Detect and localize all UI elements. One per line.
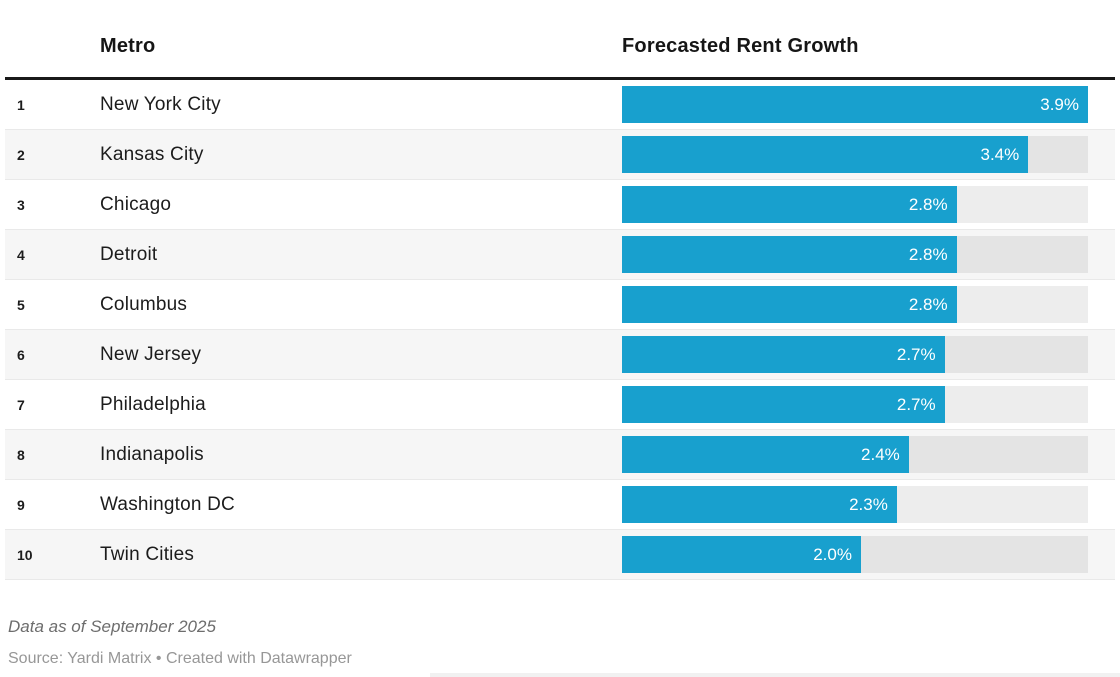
row-rank: 9: [17, 496, 25, 513]
bottom-edge-strip: [430, 673, 1120, 677]
row-rank: 4: [17, 246, 25, 263]
row-metro: Washington DC: [100, 493, 235, 515]
row-bar-cell: 2.8%: [622, 286, 1088, 323]
row-bar-cell: 3.9%: [622, 86, 1088, 123]
table-row: 1 New York City 3.9%: [5, 80, 1115, 130]
bar-track: 2.7%: [622, 386, 1088, 423]
bar-track: 2.8%: [622, 286, 1088, 323]
row-metro: Philadelphia: [100, 393, 206, 415]
row-bar-cell: 2.0%: [622, 536, 1088, 573]
bar: 3.4%: [622, 136, 1029, 173]
bar: 2.8%: [622, 286, 957, 323]
notes-line: Data as of September 2025: [8, 617, 216, 636]
row-metro: Columbus: [100, 293, 188, 315]
header-divider-rule: [5, 77, 1115, 80]
bar-value-label: 2.8%: [908, 194, 948, 214]
bar-track: 2.3%: [622, 486, 1088, 523]
source-line: Source: Yardi Matrix • Created with Data…: [8, 650, 352, 667]
row-rank: 8: [17, 446, 25, 463]
row-metro: Twin Cities: [100, 543, 195, 565]
table-row: 8 Indianapolis 2.4%: [5, 430, 1115, 480]
bar-value-label: 2.3%: [849, 494, 888, 514]
bar-track: 2.4%: [622, 436, 1088, 473]
table-row: 10 Twin Cities 2.0%: [5, 530, 1115, 580]
bar-value-label: 2.8%: [908, 294, 948, 314]
row-bar-cell: 2.3%: [622, 486, 1088, 523]
bar-value-label: 2.4%: [861, 444, 900, 464]
bar-value-label: 2.8%: [908, 244, 948, 264]
row-rank: 10: [17, 546, 33, 563]
bar: 2.7%: [622, 386, 945, 423]
row-bar-cell: 2.8%: [622, 186, 1088, 223]
header-forecasted-rent-growth: Forecasted Rent Growth: [622, 35, 859, 57]
row-bar-cell: 2.4%: [622, 436, 1088, 473]
bar-track: 3.4%: [622, 136, 1088, 173]
bar-track: 3.9%: [622, 86, 1088, 123]
header-metro: Metro: [100, 35, 156, 57]
row-rank: 6: [17, 346, 25, 363]
bar-value-label: 3.4%: [980, 144, 1020, 164]
bar-value-label: 3.9%: [1040, 94, 1079, 114]
row-metro: New York City: [100, 93, 221, 115]
row-bar-cell: 2.7%: [622, 386, 1088, 423]
chart-footer: Data as of September 2025 Source: Yardi …: [0, 580, 1120, 668]
row-metro: Detroit: [100, 243, 158, 265]
bar-track: 2.7%: [622, 336, 1088, 373]
row-metro: Kansas City: [100, 143, 204, 165]
table-row: 4 Detroit 2.8%: [5, 230, 1115, 280]
bar-value-label: 2.0%: [813, 544, 852, 564]
table-row: 6 New Jersey 2.7%: [5, 330, 1115, 380]
row-bar-cell: 2.7%: [622, 336, 1088, 373]
bar: 2.8%: [622, 236, 957, 273]
table-row: 5 Columbus 2.8%: [5, 280, 1115, 330]
bar: 2.7%: [622, 336, 945, 373]
table-row: 2 Kansas City 3.4%: [5, 130, 1115, 180]
bar-value-label: 2.7%: [896, 344, 936, 364]
row-metro: Chicago: [100, 193, 172, 215]
row-rank: 2: [17, 146, 25, 163]
bar: 3.9%: [622, 86, 1088, 123]
bar: 2.4%: [622, 436, 909, 473]
row-metro: New Jersey: [100, 343, 202, 365]
table-row: 9 Washington DC 2.3%: [5, 480, 1115, 530]
row-rank: 7: [17, 396, 25, 413]
table-row: 3 Chicago 2.8%: [5, 180, 1115, 230]
row-bar-cell: 3.4%: [622, 136, 1088, 173]
row-rank: 5: [17, 296, 25, 313]
bar-value-label: 2.7%: [896, 394, 936, 414]
bar: 2.3%: [622, 486, 897, 523]
bar: 2.0%: [622, 536, 861, 573]
bar-track: 2.8%: [622, 236, 1088, 273]
bar: 2.8%: [622, 186, 957, 223]
bar-track: 2.0%: [622, 536, 1088, 573]
row-bar-cell: 2.8%: [622, 236, 1088, 273]
row-metro: Indianapolis: [100, 443, 204, 465]
row-rank: 1: [17, 96, 25, 113]
table-body: 1 New York City 3.9% 2 Kansas City 3.4%: [5, 80, 1115, 580]
row-rank: 3: [17, 196, 25, 213]
table-row: 7 Philadelphia 2.7%: [5, 380, 1115, 430]
header-rank-spacer: [5, 33, 100, 59]
bar-track: 2.8%: [622, 186, 1088, 223]
table-header: Metro Forecasted Rent Growth: [5, 0, 1115, 59]
